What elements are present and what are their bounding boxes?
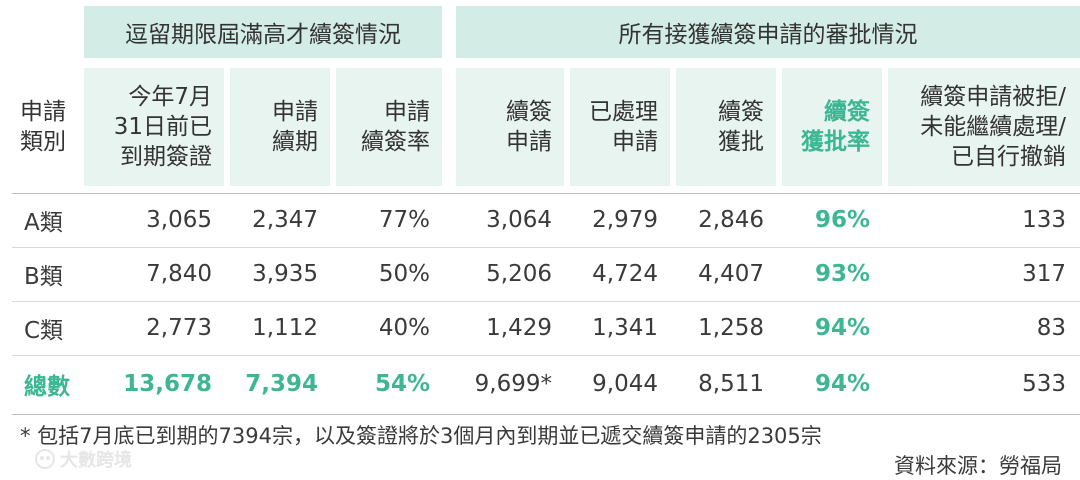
col-header-rejected: 續簽申請被拒/ 未能繼續處理/ 已自行撤銷 bbox=[888, 68, 1080, 186]
col-header-applied: 申請 續期 bbox=[230, 68, 330, 186]
cell-approval-rate: 93% bbox=[814, 261, 870, 287]
watermark-text: 大數跨境 bbox=[60, 450, 132, 471]
col-header-renewal-rate: 申請 續簽率 bbox=[336, 68, 442, 186]
cell-approval-rate: 94% bbox=[814, 315, 870, 341]
watermark-logo-icon bbox=[35, 449, 55, 469]
cell-approval-rate: 96% bbox=[814, 207, 870, 233]
cell-renewal-apps: 1,429 bbox=[486, 315, 552, 341]
cell-approved: 2,846 bbox=[698, 207, 764, 233]
total-renewal-rate: 54% bbox=[374, 371, 430, 397]
table-row: A類 3,065 2,347 77% 3,064 2,979 2,846 96%… bbox=[0, 194, 1080, 246]
cell-processed: 1,341 bbox=[592, 315, 658, 341]
total-applied: 7,394 bbox=[245, 371, 318, 397]
col-header-expiring: 今年7月 31日前已 到期簽證 bbox=[84, 68, 224, 186]
cell-rejected: 83 bbox=[1036, 315, 1066, 341]
source-note: 資料來源：勞福局 bbox=[894, 454, 1062, 478]
table-row: B類 7,840 3,935 50% 5,206 4,724 4,407 93%… bbox=[0, 248, 1080, 300]
col-header-renewal-apps: 續簽 申請 bbox=[456, 68, 564, 186]
cell-rejected: 133 bbox=[1022, 207, 1066, 233]
cell-rejected: 317 bbox=[1022, 261, 1066, 287]
row-category: B類 bbox=[24, 264, 63, 290]
cell-applied: 1,112 bbox=[252, 315, 318, 341]
cell-processed: 4,724 bbox=[592, 261, 658, 287]
total-processed: 9,044 bbox=[592, 371, 658, 397]
group-header-approval: 所有接獲續簽申請的審批情況 bbox=[456, 6, 1080, 58]
total-approval-rate: 94% bbox=[814, 371, 870, 397]
cell-renewal-apps: 5,206 bbox=[486, 261, 552, 287]
cell-applied: 3,935 bbox=[252, 261, 318, 287]
header-divider bbox=[12, 193, 1080, 194]
cell-expiring: 3,065 bbox=[146, 207, 212, 233]
col-header-category: 申請 類別 bbox=[20, 99, 66, 155]
cell-renewal-apps: 3,064 bbox=[486, 207, 552, 233]
cell-processed: 2,979 bbox=[592, 207, 658, 233]
cell-renewal-rate: 40% bbox=[378, 315, 430, 341]
table-row: C類 2,773 1,112 40% 1,429 1,341 1,258 94%… bbox=[0, 302, 1080, 354]
table-row-total: 總數 13,678 7,394 54% 9,699* 9,044 8,511 9… bbox=[0, 358, 1080, 410]
cell-approved: 4,407 bbox=[698, 261, 764, 287]
cell-expiring: 7,840 bbox=[146, 261, 212, 287]
col-header-processed: 已處理 申請 bbox=[570, 68, 670, 186]
table-bottom-divider bbox=[12, 414, 1080, 415]
cell-expiring: 2,773 bbox=[146, 315, 212, 341]
row-category: A類 bbox=[24, 210, 63, 236]
total-expiring: 13,678 bbox=[123, 371, 212, 397]
row-divider bbox=[12, 355, 1080, 356]
cell-renewal-rate: 77% bbox=[378, 207, 430, 233]
cell-approved: 1,258 bbox=[698, 315, 764, 341]
row-divider bbox=[12, 247, 1080, 248]
cell-renewal-rate: 50% bbox=[378, 261, 430, 287]
col-header-approved: 續簽 獲批 bbox=[676, 68, 776, 186]
total-approved: 8,511 bbox=[698, 371, 764, 397]
group-header-expiring: 逗留期限屆滿高才續簽情況 bbox=[84, 6, 442, 58]
row-divider bbox=[12, 301, 1080, 302]
total-rejected: 533 bbox=[1022, 371, 1066, 397]
footnote: * 包括7月底已到期的7394宗，以及簽證將於3個月內到期並已遞交續簽申請的23… bbox=[20, 424, 822, 448]
row-category: C類 bbox=[24, 318, 64, 344]
cell-applied: 2,347 bbox=[252, 207, 318, 233]
total-label: 總數 bbox=[24, 374, 70, 400]
total-renewal-apps: 9,699* bbox=[474, 371, 552, 397]
watermark: 大數跨境 bbox=[34, 446, 132, 472]
col-header-approval-rate: 續簽 獲批率 bbox=[782, 68, 882, 186]
